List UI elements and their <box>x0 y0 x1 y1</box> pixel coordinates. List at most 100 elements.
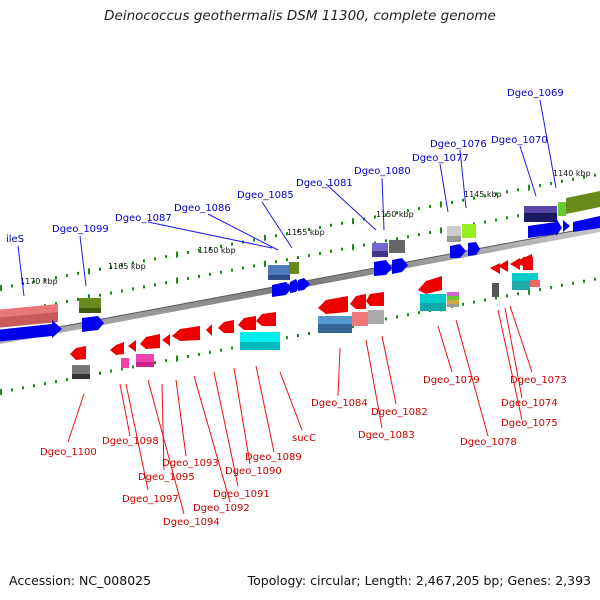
label-dgeo-1080[interactable]: Dgeo_1080 <box>354 166 411 177</box>
gene-block[interactable] <box>268 275 290 280</box>
label-dgeo-1094[interactable]: Dgeo_1094 <box>163 517 220 528</box>
label-dgeo-1081[interactable]: Dgeo_1081 <box>296 178 353 189</box>
label-iles[interactable]: ileS <box>6 234 24 245</box>
gene-block[interactable] <box>79 308 101 313</box>
gene-arrow[interactable] <box>218 320 234 333</box>
gene-block[interactable] <box>492 283 499 297</box>
gene-block[interactable] <box>368 310 384 324</box>
gene-block[interactable] <box>512 273 538 283</box>
label-dgeo-1069[interactable]: Dgeo_1069 <box>507 88 564 99</box>
label-dgeo-1100[interactable]: Dgeo_1100 <box>40 447 97 458</box>
label-dgeo-1090[interactable]: Dgeo_1090 <box>225 466 282 477</box>
gene-block[interactable] <box>372 251 388 257</box>
gene-block[interactable] <box>447 296 459 300</box>
gene-block[interactable] <box>121 358 129 368</box>
gene-block[interactable] <box>447 292 459 296</box>
gene-arrow[interactable] <box>528 218 562 238</box>
gene-arrow[interactable] <box>318 296 348 314</box>
label-dgeo-1078[interactable]: Dgeo_1078 <box>460 437 517 448</box>
tick-mark <box>253 264 255 268</box>
gene-arrow[interactable] <box>392 258 408 274</box>
tick-mark <box>561 283 563 287</box>
label-succ[interactable]: sucC <box>292 433 316 444</box>
gene-arrow[interactable] <box>162 334 170 346</box>
gene-arrow[interactable] <box>128 340 136 352</box>
gene-arrow[interactable] <box>298 278 310 291</box>
gene-block[interactable] <box>240 332 280 344</box>
gene-block[interactable] <box>566 190 600 214</box>
label-dgeo-1077[interactable]: Dgeo_1077 <box>412 153 469 164</box>
gene-arrow[interactable] <box>82 316 104 332</box>
lower-genes[interactable] <box>70 254 540 379</box>
label-dgeo-1079[interactable]: Dgeo_1079 <box>423 375 480 386</box>
gene-block[interactable] <box>79 298 101 310</box>
gene-block[interactable] <box>72 374 90 379</box>
label-dgeo-1091[interactable]: Dgeo_1091 <box>213 489 270 500</box>
label-dgeo-1073[interactable]: Dgeo_1073 <box>510 375 567 386</box>
label-dgeo-1092[interactable]: Dgeo_1092 <box>193 503 250 514</box>
gene-arrow[interactable] <box>563 220 570 232</box>
gene-block[interactable] <box>462 224 476 238</box>
gene-block[interactable] <box>558 202 566 216</box>
gene-arrow[interactable] <box>290 279 300 293</box>
gene-block[interactable] <box>268 265 290 278</box>
tick-mark <box>154 361 156 365</box>
label-dgeo-1075[interactable]: Dgeo_1075 <box>501 418 558 429</box>
gene-block[interactable] <box>512 281 530 290</box>
gene-block[interactable] <box>0 312 58 328</box>
label-dgeo-1097[interactable]: Dgeo_1097 <box>122 494 179 505</box>
gene-arrow[interactable] <box>468 242 480 256</box>
gene-arrow[interactable] <box>172 326 200 341</box>
gene-arrow[interactable] <box>110 342 124 355</box>
gene-arrow[interactable] <box>0 320 62 342</box>
gene-block[interactable] <box>420 303 446 311</box>
label-dgeo-1099[interactable]: Dgeo_1099 <box>52 224 109 235</box>
gene-block[interactable] <box>524 213 557 222</box>
gene-arrow[interactable] <box>366 292 384 306</box>
label-dgeo-1086[interactable]: Dgeo_1086 <box>174 203 231 214</box>
label-dgeo-1070[interactable]: Dgeo_1070 <box>491 135 548 146</box>
gene-arrow[interactable] <box>573 216 600 232</box>
gene-block[interactable] <box>289 262 299 274</box>
gene-arrow[interactable] <box>70 346 86 360</box>
gene-arrow[interactable] <box>206 324 212 336</box>
label-dgeo-1095[interactable]: Dgeo_1095 <box>138 472 195 483</box>
label-dgeo-1076[interactable]: Dgeo_1076 <box>430 139 487 150</box>
gene-block[interactable] <box>240 342 280 350</box>
gene-arrow[interactable] <box>256 312 276 326</box>
gene-block[interactable] <box>389 240 405 253</box>
gene-arrow[interactable] <box>490 263 500 274</box>
gene-arrow[interactable] <box>238 316 256 330</box>
gene-block[interactable] <box>318 324 352 333</box>
upper-genes[interactable] <box>0 190 600 342</box>
gene-block[interactable] <box>447 300 459 304</box>
gene-arrow[interactable] <box>272 282 292 297</box>
tick-mark <box>286 258 288 262</box>
gene-block[interactable] <box>523 257 533 270</box>
label-dgeo-1074[interactable]: Dgeo_1074 <box>501 398 558 409</box>
label-dgeo-1082[interactable]: Dgeo_1082 <box>371 407 428 418</box>
label-dgeo-1087[interactable]: Dgeo_1087 <box>115 213 172 224</box>
gene-arrow[interactable] <box>350 294 366 309</box>
tick-mark <box>165 359 167 363</box>
gene-block[interactable] <box>318 316 352 326</box>
gene-arrow[interactable] <box>418 276 442 294</box>
label-dgeo-1083[interactable]: Dgeo_1083 <box>358 430 415 441</box>
gene-block[interactable] <box>530 280 540 287</box>
gene-block[interactable] <box>447 236 461 242</box>
gene-block[interactable] <box>352 312 368 326</box>
label-dgeo-1093[interactable]: Dgeo_1093 <box>162 458 219 469</box>
gene-block[interactable] <box>136 362 154 367</box>
gene-arrow[interactable] <box>374 260 392 276</box>
label-dgeo-1085[interactable]: Dgeo_1085 <box>237 190 294 201</box>
label-dgeo-1098[interactable]: Dgeo_1098 <box>102 436 159 447</box>
gene-arrow[interactable] <box>140 334 160 349</box>
gene-block[interactable] <box>447 304 459 307</box>
label-dgeo-1084[interactable]: Dgeo_1084 <box>311 398 368 409</box>
gene-arrow[interactable] <box>450 244 466 258</box>
gene-block[interactable] <box>420 294 446 305</box>
gene-block[interactable] <box>136 354 154 364</box>
label-dgeo-1089[interactable]: Dgeo_1089 <box>245 452 302 463</box>
gene-arrow[interactable] <box>498 260 508 272</box>
